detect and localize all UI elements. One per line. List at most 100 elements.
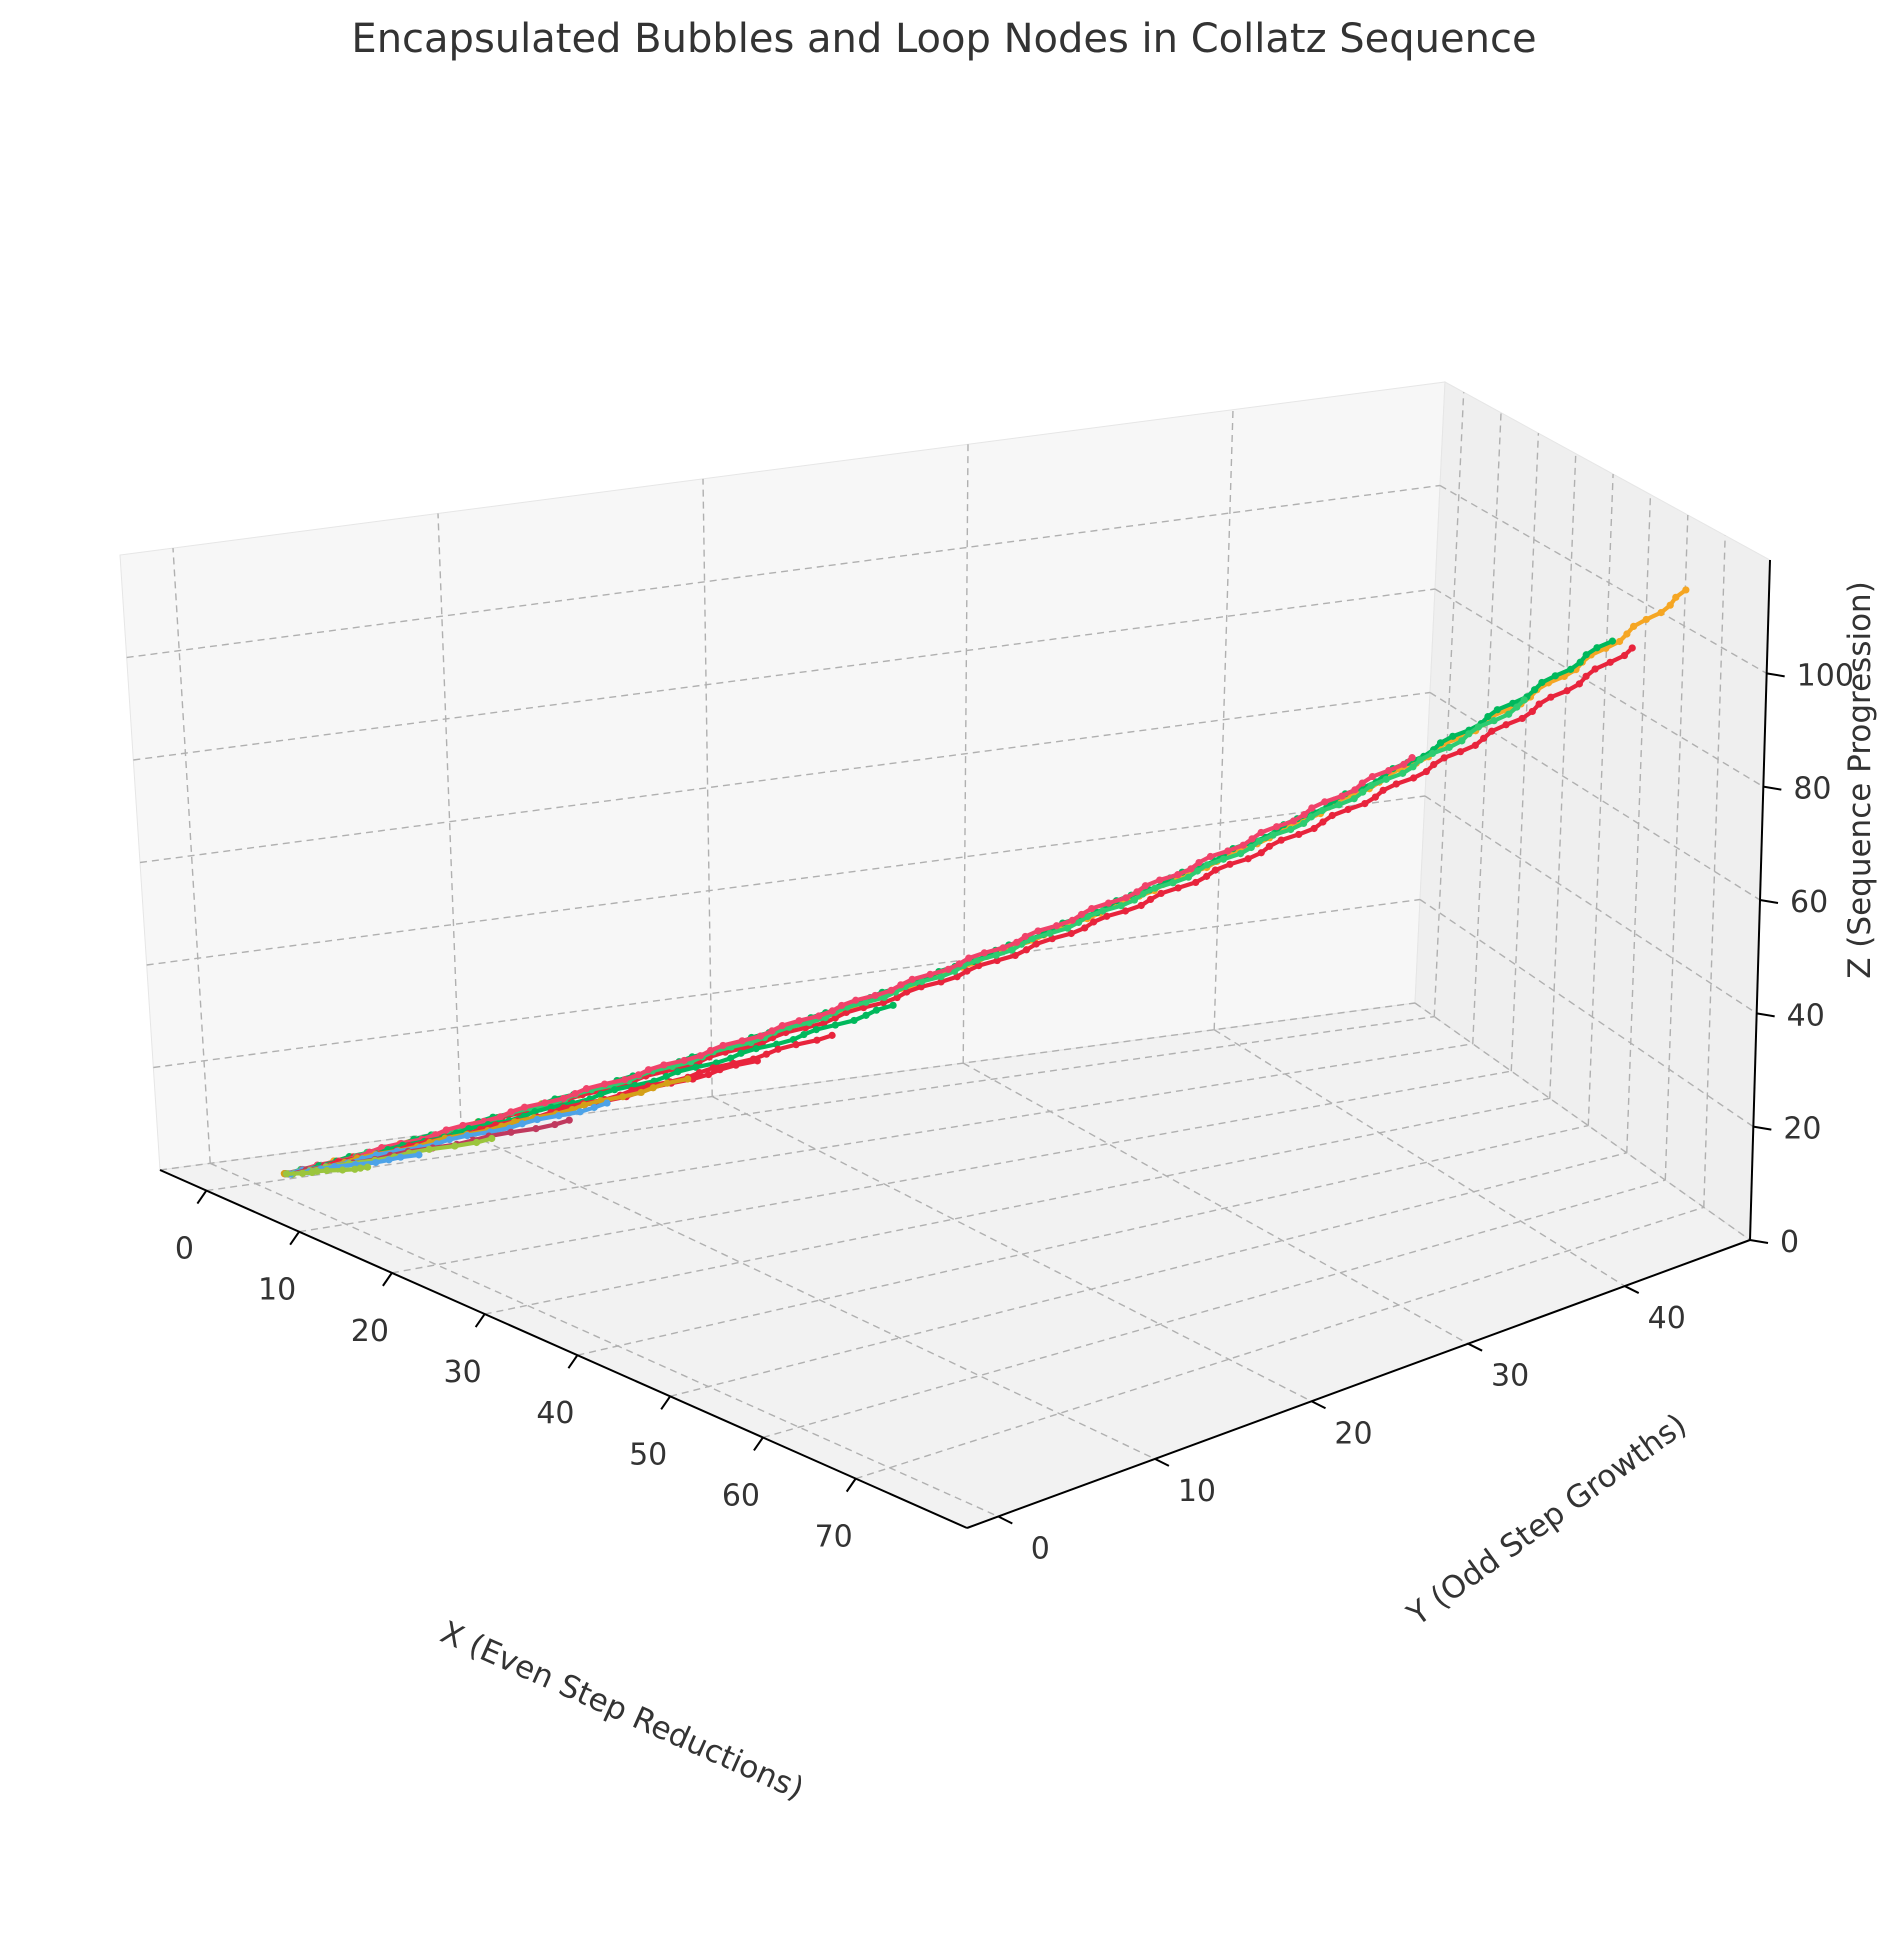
data-point: [1682, 586, 1690, 594]
data-point: [1350, 795, 1358, 803]
grid-line: [206, 1015, 1435, 1192]
y-tick-mark: [1311, 1400, 1326, 1410]
data-point: [445, 1135, 454, 1144]
data-point: [965, 954, 973, 962]
data-point: [1206, 852, 1215, 861]
data-point: [590, 1103, 598, 1112]
data-point: [1456, 748, 1465, 756]
data-point: [283, 1170, 291, 1178]
data-point: [812, 1025, 820, 1034]
data-point: [752, 1045, 760, 1053]
data-point: [768, 1027, 776, 1035]
data-point: [1273, 823, 1281, 831]
data-point: [451, 1142, 459, 1150]
data-point: [1379, 786, 1387, 794]
grid-line: [1434, 588, 1764, 788]
data-point: [603, 1099, 611, 1107]
data-point: [1408, 754, 1416, 762]
series-6: [288, 1001, 897, 1178]
data-point: [1642, 615, 1650, 624]
data-point: [815, 1012, 823, 1020]
tick-label: 80: [1793, 772, 1831, 807]
data-point: [1088, 904, 1096, 913]
data-point: [385, 1156, 393, 1164]
data-point: [862, 998, 870, 1006]
z-tick-mark: [1753, 1125, 1772, 1131]
data-point: [1672, 593, 1680, 601]
data-point: [472, 1138, 481, 1147]
data-point: [1174, 884, 1182, 892]
tick-label: 40: [1648, 1301, 1686, 1336]
grid-line: [460, 1129, 1156, 1460]
grid-line: [133, 588, 1436, 761]
x-tick-mark: [196, 1190, 208, 1205]
grid-line: [139, 691, 1431, 864]
data-point: [774, 1045, 782, 1053]
tick-label: 40: [1787, 998, 1825, 1033]
data-point: [660, 1061, 668, 1069]
data-point: [432, 1131, 440, 1139]
data-point: [1399, 769, 1407, 777]
data-point: [1615, 637, 1624, 646]
grid-line: [962, 1062, 1469, 1345]
data-point: [1502, 721, 1510, 729]
data-point: [1422, 767, 1430, 776]
data-point: [1361, 799, 1369, 808]
data-point: [1032, 940, 1040, 948]
tick-label: 30: [444, 1355, 482, 1390]
data-point: [425, 1145, 433, 1153]
data-point: [1358, 779, 1366, 787]
data-point: [1081, 924, 1089, 932]
data-point: [1576, 658, 1584, 666]
data-point: [1211, 866, 1219, 874]
data-point: [889, 1001, 897, 1009]
data-point: [937, 973, 945, 981]
data-point: [937, 978, 945, 986]
data-point: [1409, 774, 1418, 782]
tick-label: 0: [1780, 1225, 1799, 1260]
data-point: [597, 1090, 605, 1098]
grid-line: [1213, 1029, 1626, 1287]
data-point: [1219, 855, 1228, 863]
data-point: [1265, 842, 1274, 850]
data-point: [1465, 730, 1473, 738]
tick-label: 0: [175, 1232, 194, 1267]
grid-line: [126, 484, 1441, 659]
data-point: [813, 1036, 821, 1044]
data-point: [1255, 837, 1263, 845]
data-point: [1013, 938, 1021, 946]
y-tick-mark: [997, 1515, 1013, 1525]
data-point: [1335, 801, 1343, 809]
tick-label: 20: [1334, 1416, 1372, 1451]
z-tick-mark: [1759, 899, 1779, 904]
data-point: [1551, 672, 1559, 680]
data-point: [1307, 813, 1315, 821]
data-point: [637, 1088, 645, 1097]
data-point: [1239, 841, 1247, 849]
data-point: [1137, 901, 1145, 910]
data-point: [1224, 847, 1232, 855]
data-point: [992, 951, 1000, 959]
data-point: [908, 975, 916, 983]
axis-lines: [159, 559, 1785, 1529]
data-point: [1141, 882, 1149, 890]
x-tick-mark: [474, 1313, 486, 1328]
grid-line: [1419, 898, 1754, 1128]
data-point: [1367, 781, 1375, 790]
data-point: [674, 1068, 682, 1076]
grid-line: [669, 1152, 1627, 1398]
data-point: [1187, 865, 1195, 873]
data-point: [692, 1063, 700, 1071]
data-point: [1133, 888, 1141, 896]
data-point: [950, 967, 959, 975]
data-point: [1300, 811, 1308, 819]
data-point: [1046, 929, 1054, 937]
data-point: [533, 1115, 541, 1124]
data-point: [1074, 918, 1083, 927]
data-point: [1344, 805, 1352, 814]
tick-label: 20: [351, 1314, 389, 1349]
data-point: [792, 1041, 800, 1049]
data-point: [1089, 918, 1098, 926]
data-point: [1567, 665, 1575, 673]
y-axis-label: Y (Odd Step Growths): [1400, 1407, 1693, 1634]
